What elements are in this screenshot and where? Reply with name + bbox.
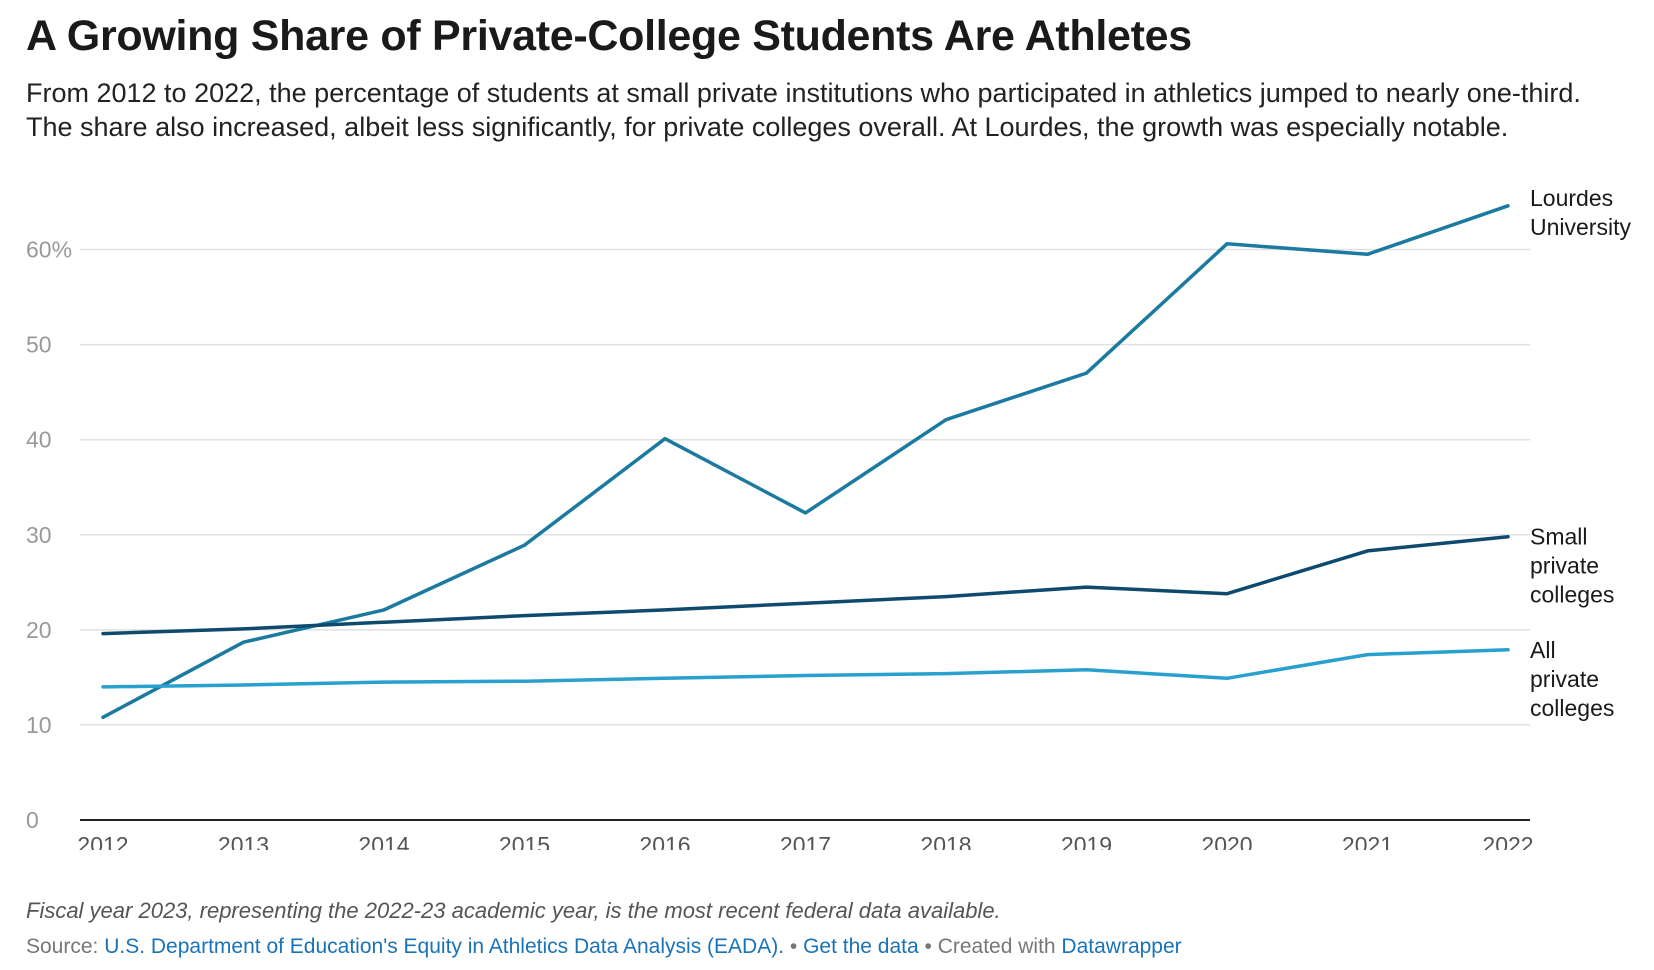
x-tick-label: 2017: [780, 832, 831, 850]
x-tick-label: 2012: [77, 832, 128, 850]
created-with-text: • Created with: [918, 935, 1062, 958]
y-tick-label: 10: [26, 712, 52, 738]
source-line: Source: U.S. Department of Education's E…: [26, 935, 1182, 959]
series-line-small: [101, 534, 1510, 636]
line-chart: 0 10 20 30 40 50 60% 2012 2013 2014 2015 2016 2017 20…: [26, 190, 1631, 850]
x-tick-label: 2020: [1201, 832, 1252, 850]
x-tick-label: 2018: [920, 832, 971, 850]
x-tick-label: 2021: [1342, 832, 1393, 850]
x-tick-label: 2022: [1482, 832, 1533, 850]
series-line-lourdes: [101, 204, 1510, 720]
footnote: Fiscal year 2023, representing the 2022-…: [26, 898, 1001, 923]
series-line-all: [101, 648, 1510, 689]
y-tick-label: 30: [26, 522, 52, 548]
series-label-lourdes: Lourdes: [1530, 190, 1613, 211]
chart-title: A Growing Share of Private-College Stude…: [26, 12, 1192, 60]
x-tick-label: 2015: [499, 832, 550, 850]
y-tick-label: 20: [26, 617, 52, 643]
source-separator: •: [784, 935, 804, 958]
series-label-all: All: [1530, 637, 1556, 663]
series-label-small: colleges: [1530, 582, 1614, 608]
source-prefix: Source:: [26, 935, 105, 958]
x-tick-label: 2014: [358, 832, 409, 850]
source-link[interactable]: U.S. Department of Education's Equity in…: [104, 935, 785, 958]
x-tick-label: 2019: [1061, 832, 1112, 850]
series-label-lourdes: University: [1530, 214, 1631, 240]
series-label-small: private: [1530, 553, 1599, 579]
chart-subtitle: From 2012 to 2022, the percentage of stu…: [26, 78, 1581, 142]
series-label-small: Small: [1530, 524, 1588, 550]
x-tick-label: 2016: [639, 832, 690, 850]
series-label-all: colleges: [1530, 695, 1614, 721]
get-data-link[interactable]: Get the data: [803, 935, 919, 958]
series-label-all: private: [1530, 666, 1599, 692]
y-tick-label: 0: [26, 807, 39, 833]
y-tick-label: 50: [26, 332, 52, 358]
x-tick-label: 2013: [218, 832, 269, 850]
datawrapper-link[interactable]: Datawrapper: [1061, 935, 1182, 958]
y-tick-label: 60%: [26, 237, 72, 263]
y-tick-label: 40: [26, 427, 52, 453]
